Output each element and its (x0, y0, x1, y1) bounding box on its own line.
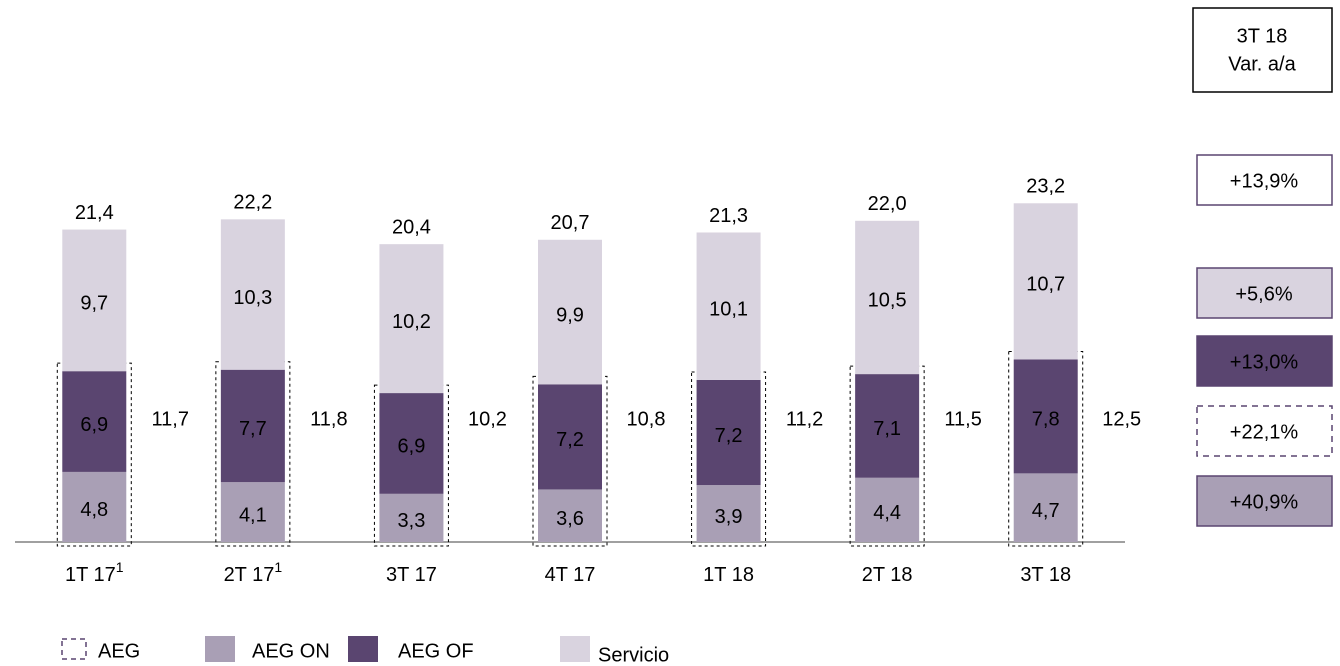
variation-box (1196, 405, 1333, 457)
variation-box (1196, 335, 1333, 387)
bar-segment (538, 239, 602, 385)
aeg-label: 11,2 (786, 408, 823, 430)
category-name: 1T 18 (703, 564, 754, 586)
segment-label: 7,2 (715, 425, 743, 447)
category-note: 1 (274, 559, 282, 575)
variation-label: +40,9% (1230, 491, 1299, 513)
bar-segment (1013, 473, 1078, 542)
bar-segment (220, 219, 285, 370)
x-tick-label: 2T 171 (224, 559, 283, 587)
segment-label: 10,7 (1026, 274, 1065, 296)
variation-box (1196, 267, 1333, 319)
segment-label: 9,7 (80, 293, 108, 315)
variation-box (1196, 475, 1333, 527)
x-tick-label: 3T 18 (1020, 564, 1071, 586)
segment-label: 4,7 (1032, 500, 1060, 522)
bar-segment (855, 220, 920, 375)
category-name: 2T 17 (224, 564, 275, 586)
bar-segment (62, 471, 127, 542)
aeg-label: 10,8 (627, 408, 666, 430)
aeg-label: 11,8 (310, 408, 347, 430)
legend-swatch (560, 636, 590, 662)
total-label: 20,7 (551, 212, 590, 234)
segment-label: 7,7 (239, 418, 267, 440)
total-label: 22,0 (868, 193, 907, 215)
total-label: 20,4 (392, 216, 431, 238)
segment-label: 7,1 (873, 418, 901, 440)
aeg-label: 11,5 (944, 408, 981, 430)
bar-segment (538, 489, 602, 542)
bar-segment (1013, 359, 1078, 474)
bar-segment (696, 232, 761, 380)
variation-label: +5,6% (1235, 283, 1292, 305)
bar-segment (220, 369, 285, 483)
aeg-label: 11,7 (152, 408, 189, 430)
total-label: 21,3 (709, 205, 748, 227)
bar-segment (220, 482, 285, 542)
x-tick-label: 4T 17 (545, 564, 596, 586)
bar-segment (855, 477, 920, 542)
aeg-label: 12,5 (1102, 408, 1141, 430)
segment-label: 10,2 (392, 311, 431, 333)
variation-label: +13,0% (1230, 351, 1299, 373)
segment-label: 9,9 (556, 304, 584, 326)
legend-swatch (205, 636, 235, 662)
variation-label: +13,9% (1230, 170, 1299, 192)
segment-label: 6,9 (398, 436, 426, 458)
segment-label: 4,4 (873, 502, 901, 524)
segment-label: 4,8 (80, 499, 108, 521)
legend-label: AEG (98, 640, 140, 662)
category-name: 3T 17 (386, 564, 437, 586)
segment-label: 6,9 (80, 414, 108, 436)
segment-label: 3,9 (715, 506, 743, 528)
segment-label: 3,3 (398, 510, 426, 532)
segment-label: 10,5 (868, 290, 907, 312)
bar-segment (62, 229, 127, 372)
legend-label: AEG ON (252, 640, 330, 662)
variation-label: +22,1% (1230, 421, 1299, 443)
category-note: 1 (116, 559, 124, 575)
variation-header-box (1192, 7, 1333, 93)
segment-label: 10,1 (709, 298, 748, 320)
total-label: 21,4 (75, 202, 114, 224)
legend-swatch (348, 636, 378, 662)
variation-subtitle: Var. a/a (1228, 53, 1296, 75)
category-name: 3T 18 (1020, 564, 1071, 586)
segment-label: 4,1 (239, 504, 267, 526)
total-label: 23,2 (1026, 176, 1065, 198)
legend-label: AEG OF (398, 640, 474, 662)
category-name: 2T 18 (862, 564, 913, 586)
bar-segment (379, 393, 444, 494)
category-name: 1T 17 (65, 564, 116, 586)
bar-segment (696, 379, 761, 486)
segment-label: 7,2 (556, 429, 584, 451)
category-name: 4T 17 (545, 564, 596, 586)
x-tick-label: 1T 171 (65, 559, 124, 587)
legend-label: Servicio (598, 644, 669, 666)
x-tick-label: 2T 18 (862, 564, 913, 586)
bar-segment (62, 371, 127, 472)
x-tick-label: 1T 18 (703, 564, 754, 586)
bar-segment (379, 244, 444, 394)
bar-segment (379, 493, 444, 542)
legend-swatch (61, 638, 87, 660)
bar-segment (696, 485, 761, 542)
segment-label: 3,6 (556, 508, 584, 530)
total-label: 22,2 (233, 192, 272, 214)
variation-title: 3T 18 (1237, 25, 1288, 47)
bar-segment (538, 384, 602, 490)
aeg-label: 10,2 (468, 408, 507, 430)
segment-label: 7,8 (1032, 409, 1060, 431)
variation-box (1196, 154, 1333, 206)
bar-segment (855, 374, 920, 478)
x-tick-label: 3T 17 (386, 564, 437, 586)
segment-label: 10,3 (233, 287, 272, 309)
bar-segment (1013, 203, 1078, 360)
